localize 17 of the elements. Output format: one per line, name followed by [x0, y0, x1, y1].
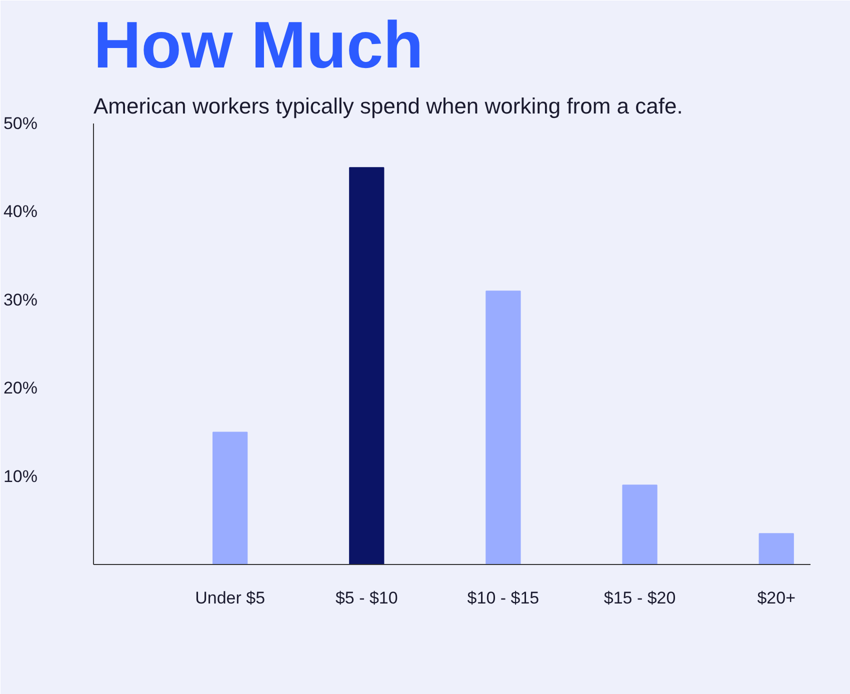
bar: [212, 432, 248, 564]
bar: [758, 533, 794, 564]
x-tick-label: $5 - $10: [335, 588, 398, 608]
x-tick-label: $15 - $20: [604, 588, 676, 608]
y-tick-label: 30%: [3, 290, 38, 310]
x-tick-label: Under $5: [195, 588, 266, 608]
y-tick-label: 50%: [3, 114, 38, 133]
x-tick-label: $10 - $15: [467, 588, 540, 608]
chart-title: How Much: [94, 8, 424, 82]
bar: [622, 484, 658, 564]
x-tick-label: $20+: [757, 588, 796, 608]
chart-subtitle: American workers typically spend when working from a cafe.: [94, 94, 683, 118]
y-tick-label: 40%: [3, 202, 38, 222]
bar: [486, 290, 521, 564]
bar: [349, 167, 384, 564]
y-tick-label: 20%: [3, 378, 38, 398]
y-tick-label: 10%: [3, 466, 38, 486]
